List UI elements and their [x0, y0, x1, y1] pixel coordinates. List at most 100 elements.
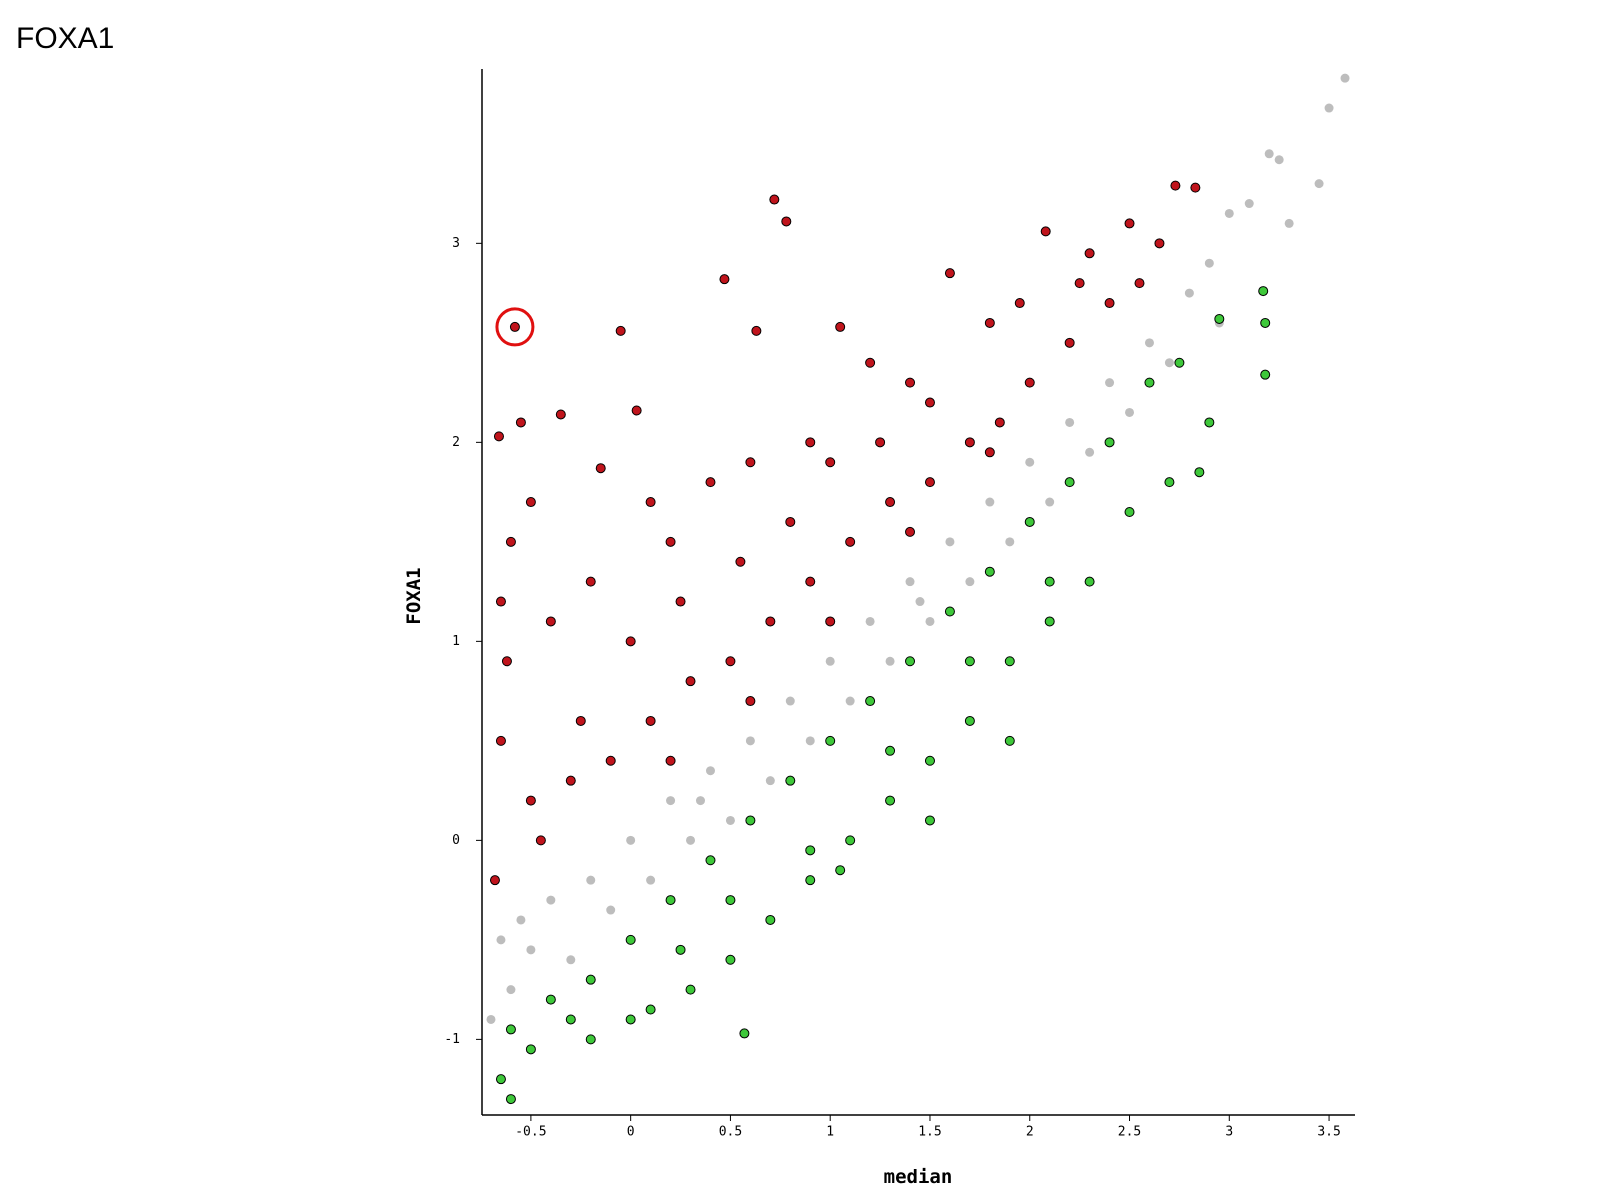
- point: [516, 915, 526, 925]
- point: [486, 1014, 496, 1024]
- point: [645, 715, 656, 726]
- point: [585, 576, 596, 587]
- point: [495, 735, 506, 746]
- point: [1024, 377, 1035, 388]
- point: [825, 735, 836, 746]
- point: [885, 656, 895, 666]
- point: [725, 895, 736, 906]
- point: [1004, 735, 1015, 746]
- point: [1104, 298, 1115, 309]
- point: [705, 766, 715, 776]
- point: [495, 1074, 506, 1085]
- point: [545, 616, 556, 627]
- point: [1025, 457, 1035, 467]
- x-tick-label: -0.5: [515, 1125, 546, 1140]
- point: [645, 497, 656, 508]
- point: [1065, 417, 1075, 427]
- point: [535, 835, 546, 846]
- point: [675, 944, 686, 955]
- point: [605, 755, 616, 766]
- point: [505, 1094, 516, 1105]
- point: [845, 536, 856, 547]
- point: [825, 616, 836, 627]
- point: [835, 321, 846, 332]
- point: [1194, 467, 1205, 478]
- point: [765, 776, 775, 786]
- point: [565, 775, 576, 786]
- point: [905, 377, 916, 388]
- point: [785, 696, 795, 706]
- point: [705, 855, 716, 866]
- point: [924, 755, 935, 766]
- point: [1174, 357, 1185, 368]
- point: [984, 566, 995, 577]
- point: [1260, 317, 1271, 328]
- point: [565, 1014, 576, 1025]
- point: [505, 1024, 516, 1035]
- point: [1124, 506, 1135, 517]
- point: [964, 437, 975, 448]
- point: [785, 516, 796, 527]
- point: [1084, 248, 1095, 259]
- point: [525, 1044, 536, 1055]
- point: [924, 815, 935, 826]
- point: [964, 715, 975, 726]
- point: [1040, 226, 1051, 237]
- point: [1204, 417, 1215, 428]
- point: [685, 676, 696, 687]
- point: [675, 596, 686, 607]
- point: [719, 274, 730, 285]
- point: [1024, 516, 1035, 527]
- point: [945, 537, 955, 547]
- point: [626, 835, 636, 845]
- point: [885, 795, 896, 806]
- point: [845, 835, 856, 846]
- point: [1085, 447, 1095, 457]
- point: [545, 994, 556, 1005]
- point: [745, 736, 755, 746]
- plot-area: [486, 73, 1350, 1105]
- point: [965, 577, 975, 587]
- point: [984, 447, 995, 458]
- point: [745, 815, 756, 826]
- point: [645, 1004, 656, 1015]
- x-axis-label: median: [884, 1166, 953, 1188]
- point: [631, 405, 642, 416]
- point: [994, 417, 1005, 428]
- point: [805, 437, 816, 448]
- point: [586, 875, 596, 885]
- point: [845, 696, 855, 706]
- point: [924, 477, 935, 488]
- point: [665, 895, 676, 906]
- point: [575, 715, 586, 726]
- point: [493, 431, 504, 442]
- point: [615, 325, 626, 336]
- point: [739, 1028, 750, 1039]
- point: [905, 577, 915, 587]
- point: [686, 835, 696, 845]
- point: [1164, 477, 1175, 488]
- point: [1064, 337, 1075, 348]
- point: [496, 935, 506, 945]
- point: [1324, 103, 1334, 113]
- point: [515, 417, 526, 428]
- point: [765, 616, 776, 627]
- x-tick-label: 3: [1225, 1125, 1233, 1140]
- point: [765, 914, 776, 925]
- point: [1170, 180, 1181, 191]
- point: [725, 815, 735, 825]
- point: [944, 606, 955, 617]
- point: [585, 974, 596, 985]
- point: [745, 457, 756, 468]
- point: [865, 357, 876, 368]
- point: [825, 457, 836, 468]
- x-tick-label: 2: [1026, 1125, 1034, 1140]
- point: [1204, 258, 1214, 268]
- point: [1340, 73, 1350, 83]
- point: [489, 875, 500, 886]
- point: [646, 875, 656, 885]
- point: [1274, 155, 1284, 165]
- point: [1044, 576, 1055, 587]
- point: [1144, 377, 1155, 388]
- point: [1264, 149, 1274, 159]
